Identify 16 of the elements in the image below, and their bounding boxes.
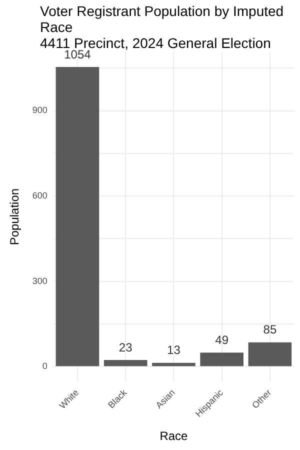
- data-label: 85: [263, 322, 277, 337]
- bar: [104, 360, 148, 366]
- data-label: 13: [167, 343, 181, 358]
- bar: [248, 342, 292, 366]
- y-tick-label: 300: [32, 276, 48, 286]
- bar: [200, 352, 244, 366]
- y-tick-label: 600: [32, 190, 48, 201]
- data-label: 49: [215, 332, 229, 347]
- data-label: 23: [118, 340, 133, 354]
- chart-title: Voter Registrant Population by Imputed Race: [40, 3, 285, 35]
- bar: [56, 66, 100, 366]
- bar: [152, 362, 196, 366]
- y-tick-label: 900: [32, 105, 48, 116]
- y-tick-label: 0: [42, 361, 48, 372]
- x-axis-title: Race: [160, 429, 188, 444]
- y-axis-title: Population: [8, 188, 22, 246]
